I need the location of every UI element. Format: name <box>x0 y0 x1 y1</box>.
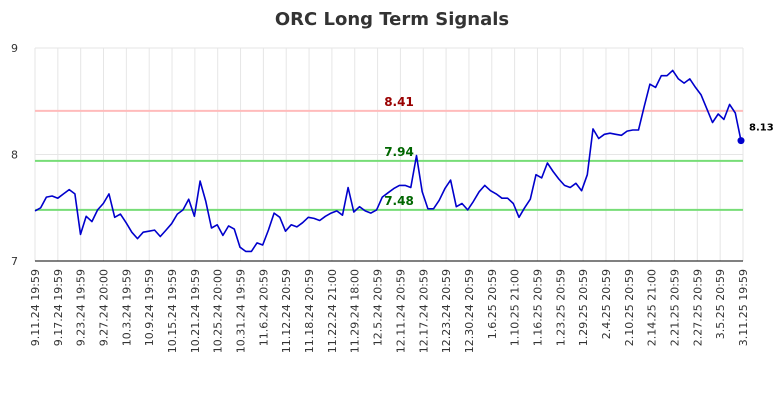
x-tick-label: 10.21.24 19:59 <box>189 269 202 353</box>
x-tick-label: 10.3.24 19:59 <box>120 269 133 346</box>
x-tick-label: 1.6.25 20:59 <box>486 269 499 339</box>
x-tick-label: 3.5.25 20:59 <box>714 269 727 339</box>
x-tick-label: 1.23.25 20:59 <box>554 269 567 346</box>
x-tick-label: 2.21.25 20:59 <box>668 269 681 346</box>
x-tick-label: 12.17.24 20:59 <box>417 269 430 353</box>
reference-lines <box>35 109 743 211</box>
reference-line-label: 8.41 <box>384 95 414 109</box>
y-tick-label: 8 <box>11 149 18 162</box>
reference-line-label: 7.94 <box>384 145 414 159</box>
axes: 9.11.24 19:59 9.17.24 19:59 9.23.24 19:59 9… <box>11 42 750 353</box>
y-tick-label: 7 <box>11 255 18 268</box>
x-tick-label: 2.14.25 21:00 <box>646 269 659 346</box>
x-tick-label: 12.5.24 20:59 <box>372 269 385 346</box>
x-tick-label: 2.10.25 20:59 <box>623 269 636 346</box>
x-tick-label: 1.10.25 21:00 <box>509 269 522 346</box>
x-tick-label: 2.27.25 20:59 <box>691 269 704 346</box>
last-value-label: 8.13 <box>749 123 774 134</box>
x-tick-label: 10.25.24 20:00 <box>212 269 225 353</box>
series <box>34 69 745 253</box>
reference-line-label: 7.48 <box>384 194 414 208</box>
x-tick-label: 10.15.24 19:59 <box>166 269 179 353</box>
last-value-point <box>737 137 745 145</box>
x-tick-label: 10.9.24 19:59 <box>143 269 156 346</box>
y-tick-label: 9 <box>11 42 18 55</box>
x-tick-label: 9.17.24 19:59 <box>52 269 65 346</box>
x-tick-label: 10.31.24 19:59 <box>235 269 248 353</box>
x-tick-label: 12.11.24 20:59 <box>394 269 407 353</box>
price-line <box>34 69 742 253</box>
x-tick-label: 2.4.25 20:59 <box>600 269 613 339</box>
x-tick-label: 11.29.24 18:00 <box>349 269 362 353</box>
x-tick-label: 11.18.24 20:59 <box>303 269 316 353</box>
x-tick-label: 12.30.24 20:59 <box>463 269 476 353</box>
x-tick-label: 11.6.24 20:59 <box>257 269 270 346</box>
x-tick-label: 11.12.24 20:59 <box>280 269 293 353</box>
x-tick-label: 1.16.25 20:59 <box>531 269 544 346</box>
x-tick-label: 9.27.24 20:00 <box>98 269 111 346</box>
x-tick-label: 3.11.25 19:59 <box>737 269 750 346</box>
labels: 8.41 7.94 7.48 8.13 <box>384 95 774 208</box>
x-tick-label: 9.23.24 19:59 <box>75 269 88 346</box>
x-tick-label: 12.23.24 20:59 <box>440 269 453 353</box>
x-tick-label: 1.29.25 20:59 <box>577 269 590 346</box>
chart-title: ORC Long Term Signals <box>275 9 509 30</box>
x-tick-label: 11.22.24 21:00 <box>326 269 339 353</box>
grid <box>34 47 744 262</box>
x-tick-label: 9.11.24 19:59 <box>29 269 42 346</box>
